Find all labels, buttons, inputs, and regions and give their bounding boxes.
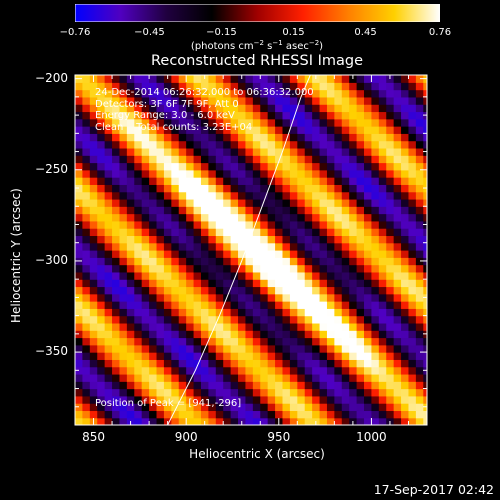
chart-title: Reconstructed RHESSI Image [150,53,364,69]
colorbar-tick-label: 0.76 [428,27,452,38]
colorbar-tick-label: 0.15 [282,27,305,38]
y-tick-label: −200 [35,70,68,85]
colorbar [75,4,440,22]
colorbar-units: (photons cm−2 s−1 asec−2) [190,39,324,52]
solar-limb-curve [167,75,311,425]
annotation-line: Detectors: 3F 6F 7F 9F, Att 0 [95,98,239,110]
x-axis-label: Heliocentric X (arcsec) [189,447,325,461]
x-tick-label: 850 [82,430,105,444]
annotation-line: Clean Total counts: 3.23E+04 [95,121,253,133]
x-tick-label: 950 [267,430,291,444]
colorbar-tick-label: 0.45 [354,27,377,38]
annotation-line: 24-Dec-2014 06:26:32.000 to 06:36:32.000 [95,87,314,98]
peak-position-label: Position of Peak = [941,-296] [95,398,242,409]
y-axis-label: Heliocentric Y (arcsec) [9,188,23,323]
plot-frame [74,74,428,426]
annotation-line: Energy Range: 3.0 - 6.0 keV [95,110,235,121]
y-tick-label: −300 [35,252,68,267]
y-tick-label: −350 [35,344,68,359]
colorbar-tick-label: −0.45 [134,27,165,38]
x-tick-label: 1000 [356,430,387,444]
y-tick-label: −250 [35,161,68,176]
x-tick-label: 900 [174,430,198,444]
colorbar-tick-label: −0.15 [206,27,237,38]
timestamp: 17-Sep-2017 02:42 [373,482,494,497]
colorbar-tick-label: −0.76 [59,27,91,38]
